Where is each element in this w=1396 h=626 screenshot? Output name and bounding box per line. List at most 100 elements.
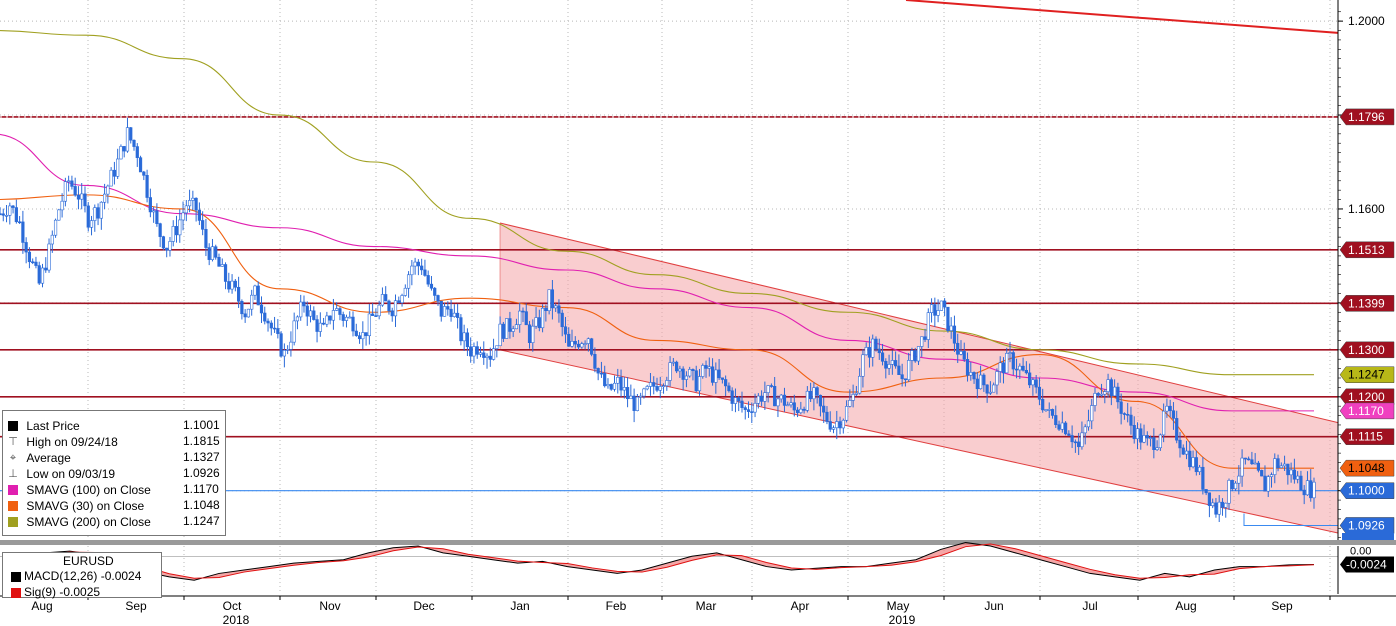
candle-body — [456, 312, 460, 318]
candle-body — [1018, 365, 1022, 371]
candle-body — [920, 336, 924, 347]
candle-body — [237, 286, 241, 302]
candle-body — [746, 409, 751, 412]
candle-body — [495, 345, 499, 349]
candle-body — [1103, 391, 1107, 395]
candle-body — [570, 340, 574, 347]
candle-body — [171, 226, 175, 242]
candle-body — [763, 392, 767, 402]
low-marker-bracket — [1243, 513, 1338, 526]
candle-body — [629, 395, 633, 400]
candle-body — [403, 287, 407, 296]
x-tick-label: Sep — [125, 599, 147, 613]
candle-body — [655, 386, 659, 391]
candle-body — [187, 200, 192, 207]
candle-body — [1175, 418, 1179, 441]
candle-body — [887, 364, 891, 369]
candle-body — [1116, 386, 1120, 403]
candle-body — [142, 171, 146, 176]
candle-body — [939, 300, 943, 311]
candle-body — [93, 207, 97, 221]
candle-body — [11, 205, 15, 208]
candle-body — [410, 265, 414, 276]
candle-body — [269, 322, 273, 329]
candle-body — [1240, 457, 1244, 477]
candle-body — [982, 374, 986, 386]
candle-body — [596, 368, 600, 374]
candle-body — [1106, 379, 1110, 392]
panel-separator — [0, 540, 1396, 545]
candle-body — [482, 352, 486, 358]
candle-body — [959, 351, 963, 355]
candle-body — [884, 360, 888, 369]
candle-body — [1135, 428, 1140, 440]
candle-body — [1181, 447, 1185, 455]
x-tick-label: May — [887, 599, 910, 613]
candle-body — [308, 310, 313, 317]
candle-body — [681, 368, 685, 380]
candle-body — [903, 378, 908, 381]
candle-body — [1211, 502, 1215, 506]
candle-body — [1243, 457, 1247, 460]
candle-body — [632, 395, 636, 411]
candle-body — [779, 394, 783, 400]
value-tag-label: 1.1796 — [1348, 110, 1385, 124]
candle-body — [1289, 469, 1293, 476]
candle-body — [501, 323, 505, 339]
candle-body — [544, 307, 548, 312]
macd-histogram-fill — [20, 542, 1314, 581]
candle-body — [1080, 432, 1084, 448]
signal-swatch — [11, 587, 21, 598]
candle-body — [429, 283, 434, 289]
candle-body — [540, 307, 545, 329]
candle-body — [1171, 410, 1176, 419]
candle-body — [0, 213, 2, 215]
candle-body — [459, 317, 463, 342]
candle-body — [789, 402, 793, 406]
candle-body — [910, 350, 914, 361]
candle-body — [1269, 474, 1274, 477]
candle-body — [645, 386, 649, 390]
candle-body — [1014, 368, 1019, 371]
average-marker-icon: ⌖ — [9, 451, 17, 464]
candle-body — [864, 347, 868, 356]
candle-body — [168, 241, 172, 251]
candle-body — [116, 158, 120, 177]
candle-body — [1093, 393, 1097, 406]
candle-body — [1028, 372, 1032, 386]
candle-body — [514, 324, 519, 330]
legend-value: 1.1001 — [183, 418, 220, 432]
candle-body — [1047, 409, 1051, 411]
candle-body — [795, 409, 800, 414]
candle-body — [802, 408, 806, 411]
candle-body — [1230, 480, 1234, 490]
legend-value: 1.1247 — [183, 514, 220, 528]
candle-body — [272, 327, 277, 330]
value-tag-label: 1.1000 — [1348, 484, 1385, 498]
candle-body — [773, 386, 777, 407]
candle-body — [442, 306, 447, 317]
signal-value: -0.0025 — [59, 585, 101, 599]
candle-body — [554, 305, 558, 309]
candle-body — [534, 317, 538, 327]
candle-body — [1077, 441, 1081, 448]
candle-body — [658, 386, 662, 391]
high-marker-icon: ⊤ — [8, 435, 18, 448]
candle-body — [446, 306, 450, 310]
x-year-label: 2018 — [223, 613, 250, 626]
candle-body — [998, 362, 1002, 372]
candle-body — [642, 388, 646, 397]
x-tick-label: Jan — [510, 599, 529, 613]
candle-body — [223, 264, 228, 282]
candle-body — [599, 372, 604, 375]
candle-body — [380, 294, 385, 306]
candle-body — [1237, 475, 1241, 484]
candle-body — [96, 207, 100, 219]
x-tick-label: Aug — [31, 599, 52, 613]
x-tick-label: Jul — [1082, 599, 1097, 613]
candle-body — [122, 146, 126, 152]
legend-value: 1.1327 — [183, 450, 220, 464]
legend-value: 1.1048 — [183, 498, 220, 512]
candle-body — [1060, 422, 1064, 430]
candle-body — [119, 146, 123, 160]
